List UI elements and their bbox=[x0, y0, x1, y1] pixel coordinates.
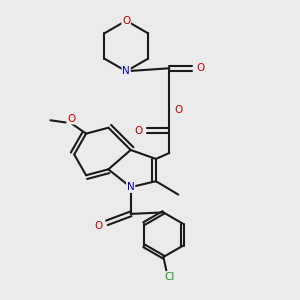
Text: O: O bbox=[94, 221, 103, 231]
Text: N: N bbox=[127, 182, 135, 192]
Text: O: O bbox=[174, 105, 182, 115]
Text: N: N bbox=[122, 66, 130, 76]
Text: Cl: Cl bbox=[164, 272, 175, 282]
Text: O: O bbox=[196, 63, 205, 73]
Text: O: O bbox=[122, 16, 130, 26]
Text: O: O bbox=[67, 114, 75, 124]
Text: O: O bbox=[134, 126, 142, 136]
